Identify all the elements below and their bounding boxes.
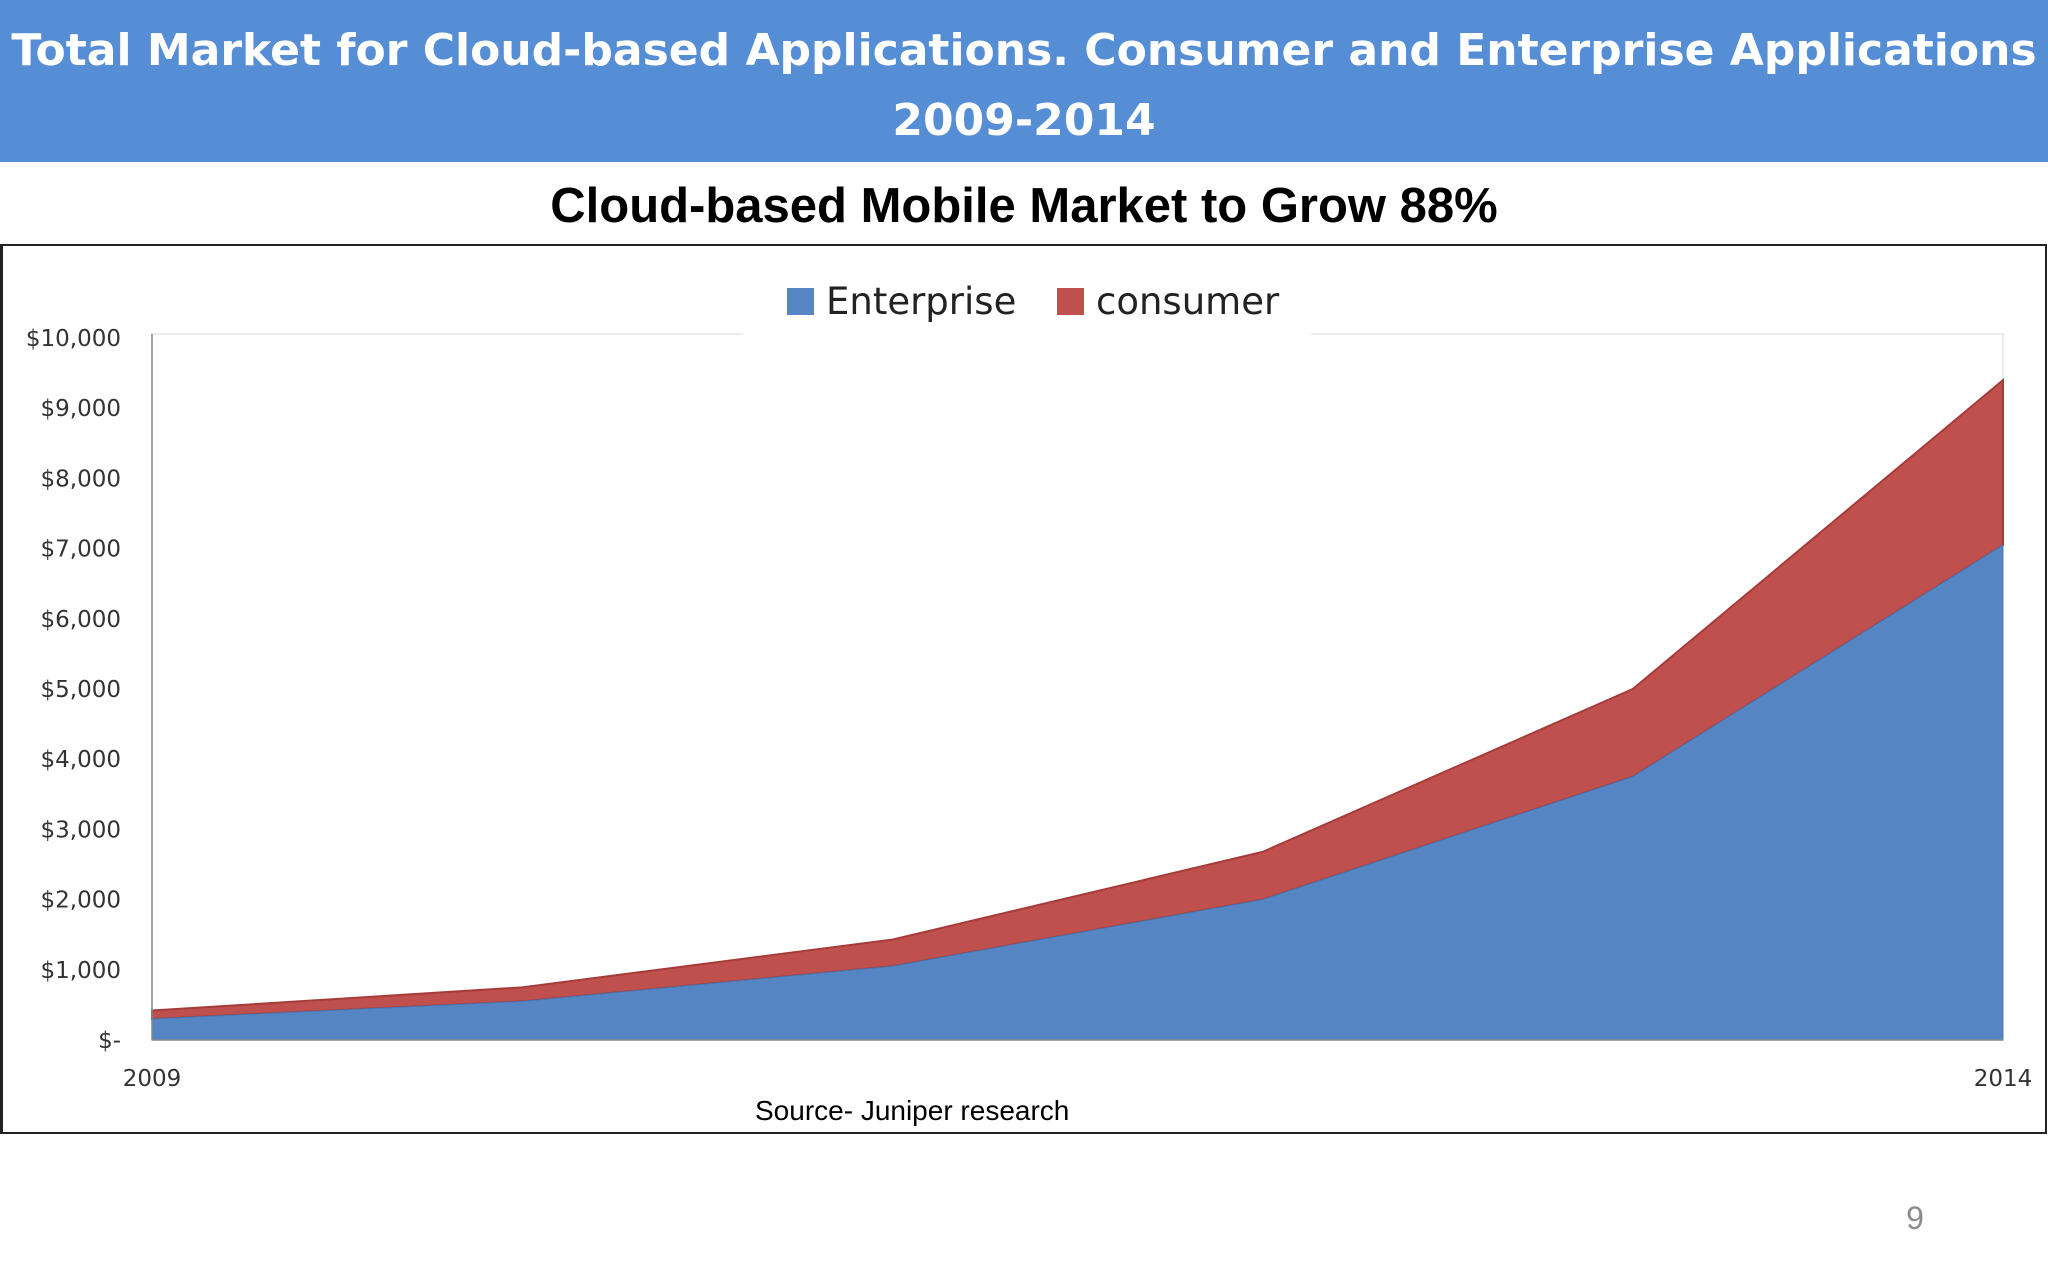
legend-consumer-label: consumer bbox=[1096, 280, 1280, 323]
area-chart: $- $1,000 $2,000 $3,000 $4,000 $5,000 $6,000 $7… bbox=[26, 280, 2033, 1126]
title-bar: Total Market for Cloud-based Application… bbox=[0, 0, 2048, 162]
y-tick-label: $2,000 bbox=[41, 888, 121, 914]
y-tick-label: $3,000 bbox=[41, 817, 121, 843]
y-tick-label: $5,000 bbox=[41, 677, 121, 703]
y-tick-label: $6,000 bbox=[41, 607, 121, 633]
x-tick-label: 2009 bbox=[123, 1066, 182, 1092]
legend-enterprise-swatch bbox=[787, 288, 814, 315]
legend-consumer-swatch bbox=[1057, 288, 1084, 315]
enterprise-area bbox=[151, 544, 2004, 1041]
page-number: 9 bbox=[1906, 1200, 1924, 1236]
x-tick-label: 2014 bbox=[1974, 1066, 2033, 1092]
y-tick-label: $8,000 bbox=[41, 466, 121, 492]
y-tick-label: $4,000 bbox=[41, 747, 121, 773]
slide-title-line-2: 2009-2014 bbox=[892, 95, 1156, 146]
y-tick-label: $7,000 bbox=[41, 537, 121, 563]
slide-title-line-1: Total Market for Cloud-based Application… bbox=[11, 25, 2037, 76]
legend-box bbox=[743, 280, 1311, 346]
y-tick-label: $9,000 bbox=[41, 396, 121, 422]
y-tick-label: $- bbox=[98, 1028, 121, 1054]
legend-enterprise-label: Enterprise bbox=[826, 280, 1016, 323]
chart-frame: $- $1,000 $2,000 $3,000 $4,000 $5,000 $6,000 $7… bbox=[0, 244, 2047, 1134]
source-note: Source- Juniper research bbox=[755, 1095, 1069, 1126]
chart-headline: Cloud-based Mobile Market to Grow 88% bbox=[550, 179, 1498, 233]
y-tick-label: $1,000 bbox=[41, 958, 121, 984]
y-tick-label: $10,000 bbox=[26, 326, 121, 352]
